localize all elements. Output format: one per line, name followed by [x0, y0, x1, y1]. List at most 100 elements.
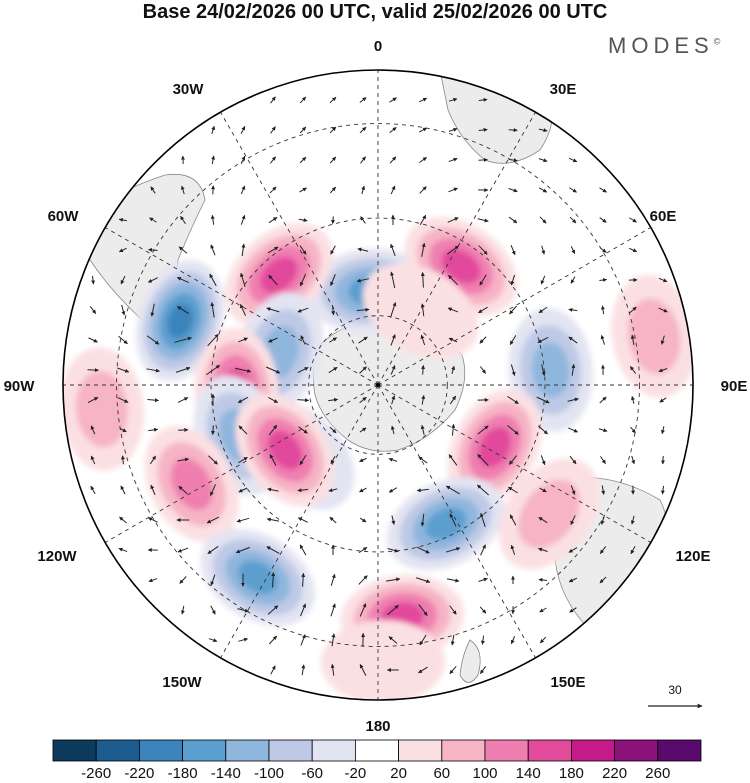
wind-vector — [330, 663, 335, 676]
wind-vector — [356, 278, 369, 283]
latitude-circle — [116, 123, 640, 647]
wind-vector — [629, 217, 637, 223]
colorbar-swatch — [571, 739, 616, 762]
wind-vector — [570, 246, 576, 255]
wind-vector — [297, 488, 309, 493]
wind-vector — [208, 638, 218, 643]
lon-label-120e: 120E — [675, 548, 710, 565]
wind-vector — [419, 634, 427, 646]
wind-vector — [420, 303, 425, 317]
wind-vector — [391, 515, 396, 525]
wind-vector — [389, 97, 397, 103]
wind-vector — [510, 274, 516, 286]
wind-vector — [268, 216, 278, 224]
lon-label-60w: 60W — [48, 208, 80, 225]
wind-vector — [297, 307, 309, 313]
wind-vector — [150, 484, 156, 496]
wind-vector — [569, 607, 577, 613]
wind-vector — [510, 636, 516, 645]
wind-vector — [415, 577, 431, 584]
wind-vector — [390, 243, 396, 257]
wind-vector — [448, 157, 458, 163]
wind-vector — [235, 367, 252, 373]
wind-vector — [299, 544, 307, 556]
wind-vector — [478, 245, 488, 255]
wind-vector — [449, 513, 457, 527]
wind-vector — [358, 336, 368, 344]
wind-vector — [451, 423, 456, 436]
wind-vector — [446, 578, 460, 583]
wind-vector — [389, 156, 397, 164]
wind-vector — [418, 604, 428, 616]
wind-vector — [568, 336, 578, 344]
wind-vector — [449, 665, 457, 675]
wind-vector — [267, 605, 279, 615]
wind-vector — [209, 273, 217, 287]
wind-vector — [631, 395, 635, 404]
wind-vector — [416, 546, 430, 554]
colorbar-swatch — [657, 739, 702, 762]
lon-label-180: 180 — [365, 718, 390, 735]
wind-vector — [177, 457, 190, 462]
colorbar-tick-label: 220 — [602, 765, 627, 782]
lon-label-150w: 150W — [162, 674, 202, 691]
wind-vector — [568, 547, 578, 553]
wind-vector — [117, 397, 129, 403]
wind-vector — [118, 217, 127, 222]
wind-vector — [418, 456, 428, 464]
latitude-circle — [308, 315, 448, 455]
wind-vector — [390, 334, 396, 346]
wind-vector — [329, 516, 337, 524]
wind-vector — [660, 335, 665, 345]
wind-vector — [478, 577, 488, 582]
wind-vector — [146, 368, 160, 373]
wind-vector — [148, 427, 159, 432]
wind-vector — [207, 545, 219, 555]
wind-vector — [299, 454, 307, 466]
wind-vector — [271, 572, 276, 588]
lon-label-30w: 30W — [173, 81, 205, 98]
wind-vector — [265, 366, 281, 374]
wind-vector — [300, 634, 306, 646]
wind-vector — [206, 364, 221, 376]
vector-reference-label: 30 — [668, 683, 682, 697]
lon-label-90w: 90W — [4, 378, 36, 395]
wind-vector — [359, 664, 367, 676]
latitude-circle — [210, 217, 546, 553]
wind-vector — [300, 335, 306, 345]
anomaly-cell — [63, 347, 145, 472]
wind-vector — [330, 603, 336, 617]
wind-vector — [119, 516, 127, 524]
wind-vector — [329, 126, 337, 134]
wind-vector — [389, 127, 397, 133]
wind-vector — [268, 424, 278, 436]
wind-vector — [510, 245, 516, 256]
colorbar-tick-label: 260 — [645, 765, 670, 782]
wind-vector — [268, 337, 278, 343]
lon-label-120w: 120W — [37, 548, 77, 565]
anomaly-cell — [144, 425, 239, 543]
wind-vector — [390, 185, 396, 195]
wind-vector — [298, 426, 308, 434]
wind-vector — [146, 335, 160, 345]
wind-vector — [480, 544, 486, 556]
wind-vector — [421, 242, 426, 257]
colorbar-tick-label: 60 — [433, 765, 450, 782]
wind-vector — [541, 364, 546, 376]
wind-vector — [388, 457, 398, 462]
wind-vector — [539, 216, 547, 224]
brand-mark: © — [713, 36, 721, 47]
wind-vector — [445, 485, 460, 495]
wind-vector — [240, 272, 246, 288]
wind-vector — [299, 245, 307, 255]
colorbar-tick-label: 100 — [472, 765, 497, 782]
wind-vector — [359, 126, 367, 134]
wind-vector — [240, 214, 246, 225]
wind-vector — [119, 427, 127, 433]
wind-vector — [210, 425, 215, 436]
wind-vector — [419, 186, 427, 194]
wind-vector — [178, 485, 188, 495]
wind-vector — [297, 517, 308, 523]
wind-vector — [537, 337, 549, 343]
